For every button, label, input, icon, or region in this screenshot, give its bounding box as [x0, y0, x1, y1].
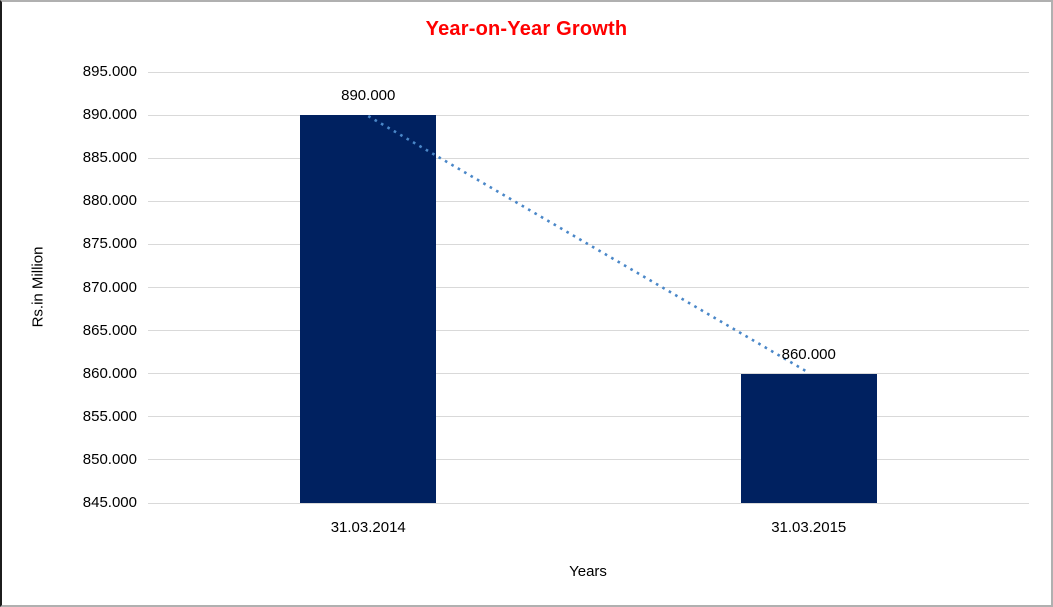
bar — [740, 373, 877, 503]
y-tick-label: 855.000 — [82, 407, 137, 425]
gridline — [148, 200, 1029, 202]
y-tick-label: 860.000 — [82, 364, 137, 382]
y-tick-label: 880.000 — [82, 192, 137, 210]
bar-value-label: 890.000 — [341, 87, 396, 105]
gridline — [148, 114, 1029, 116]
chart-title: Year-on-Year Growth — [425, 18, 628, 40]
gridline — [148, 287, 1029, 288]
x-tick-label: 31.03.2014 — [330, 519, 406, 536]
x-axis-title: Years — [569, 563, 607, 580]
gridline — [148, 459, 1029, 461]
gridline — [148, 243, 1029, 245]
y-tick-label: 870.000 — [82, 278, 137, 296]
bar-value-label: 860.000 — [781, 345, 836, 363]
gridline — [148, 502, 1029, 504]
y-tick-label: 895.000 — [82, 63, 137, 80]
gridline — [148, 71, 1029, 73]
y-tick-label: 885.000 — [82, 149, 137, 167]
gridline — [148, 157, 1029, 159]
y-tick-label: 850.000 — [82, 450, 137, 468]
y-tick-label: 875.000 — [82, 235, 137, 253]
y-tick-label: 865.000 — [82, 321, 137, 339]
y-tick-label: 890.000 — [82, 106, 137, 124]
gridline — [148, 416, 1029, 418]
bar — [300, 115, 437, 503]
gridline — [148, 373, 1029, 375]
gridline — [148, 330, 1029, 332]
plot-area — [148, 71, 1029, 504]
y-tick-label: 845.000 — [82, 494, 137, 511]
x-tick-label: 31.03.2015 — [771, 519, 847, 536]
